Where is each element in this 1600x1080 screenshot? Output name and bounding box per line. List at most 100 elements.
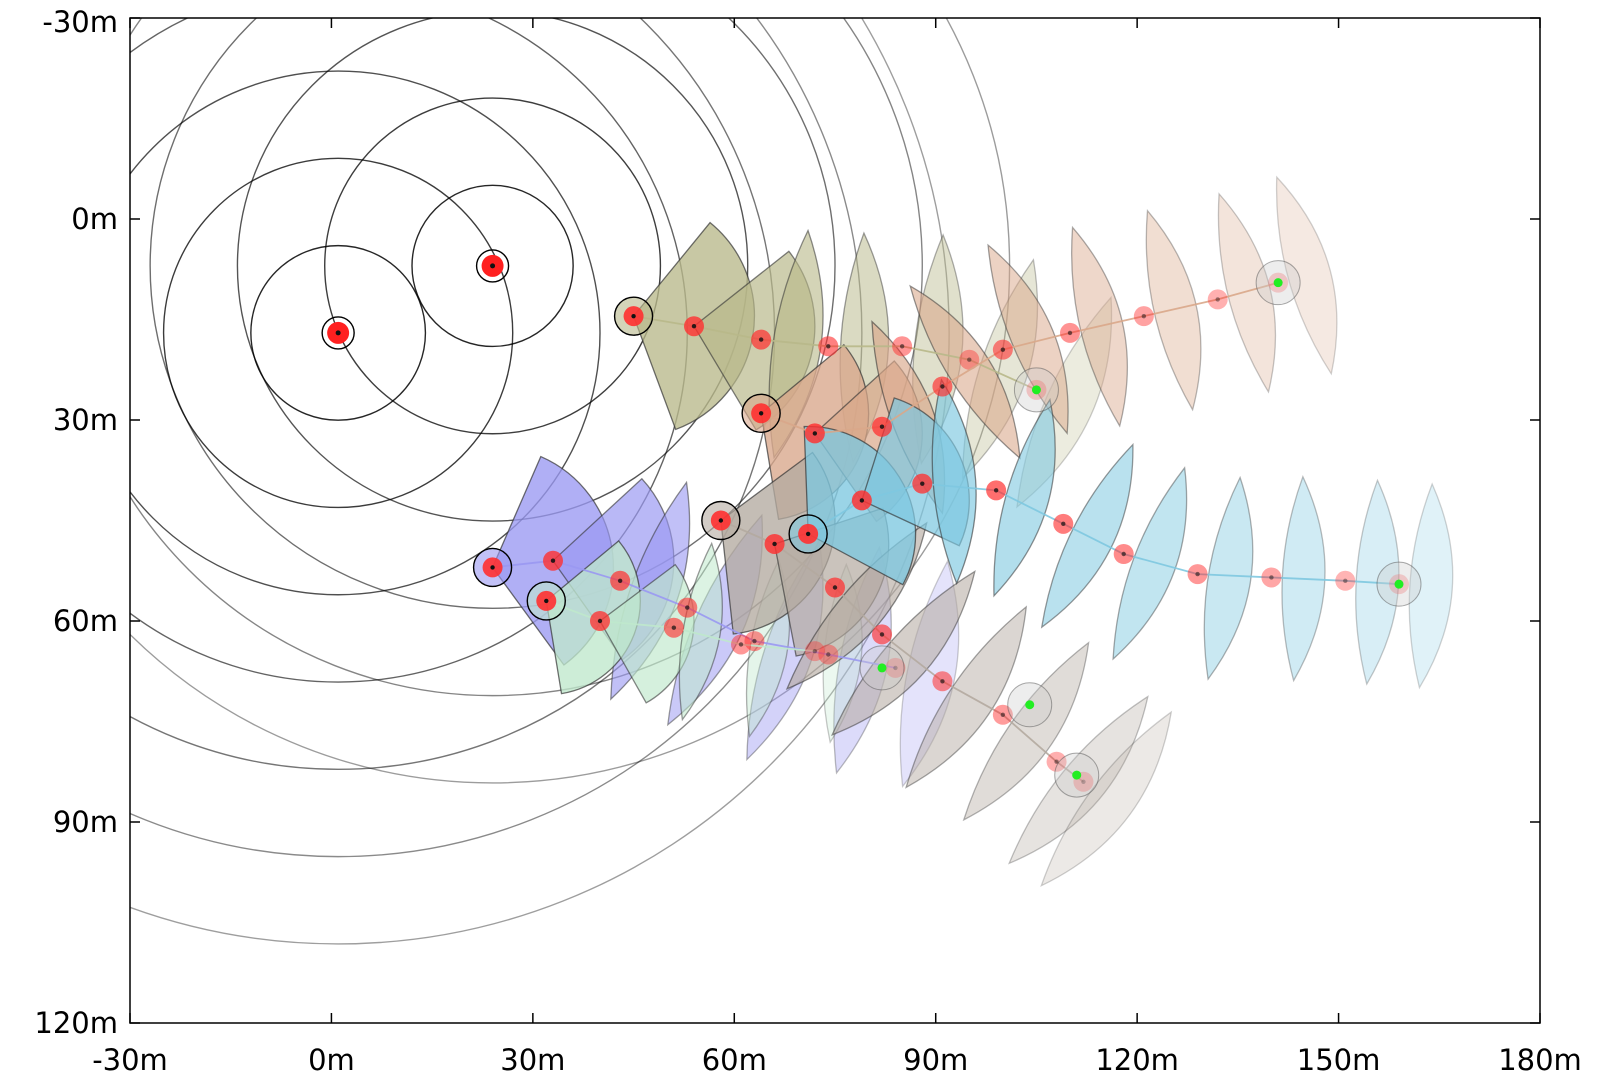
true-position-point [490, 565, 495, 570]
track-path [720, 519, 1084, 783]
estimate-point [1335, 570, 1356, 591]
estimate-point [885, 657, 906, 678]
axis-ticks [129, 17, 1541, 1024]
end-marker [1273, 278, 1283, 288]
true-position-point [993, 488, 999, 493]
uncertainty-sector [993, 397, 1056, 598]
true-position-point [832, 585, 838, 590]
range-ring [149, 18, 836, 609]
true-position-point [967, 357, 972, 362]
range-ring [250, 244, 427, 421]
y-tick-label: 90m [53, 805, 118, 839]
estimate-point [804, 641, 825, 662]
uncertainty-sector [1040, 710, 1173, 887]
true-position-point [772, 541, 777, 547]
range-ring [324, 97, 662, 435]
true-position-point [1000, 347, 1006, 352]
true-position-point [1269, 575, 1274, 580]
true-position-point [671, 625, 677, 630]
end-marker [1025, 700, 1035, 710]
plot-area [130, 18, 1454, 945]
uncertainty-sector [905, 605, 1028, 789]
true-position-point [805, 531, 811, 537]
true-position-point [940, 679, 945, 684]
uncertainty-sector [1275, 175, 1338, 376]
true-position-point [859, 498, 865, 503]
x-tick-labels: -30m 0m 30m 60m 90m 120m 150m 180m [92, 1043, 1582, 1077]
true-position-point [758, 411, 764, 416]
y-tick-label: -30m [42, 5, 118, 39]
true-position-point [738, 642, 744, 647]
end-marker [1031, 385, 1041, 395]
true-position-point [685, 605, 690, 610]
y-tick-labels: -30m 0m 30m 60m 90m 120m [34, 5, 118, 1040]
x-tick-label: 180m [1498, 1043, 1582, 1077]
true-position-point [1121, 551, 1126, 557]
uncertainty-sector [962, 641, 1090, 822]
x-tick-label: 60m [702, 1043, 767, 1077]
uncertainty-sector [678, 541, 723, 722]
true-position-point [879, 632, 885, 637]
true-position-point [920, 481, 925, 486]
end-marker [877, 663, 887, 673]
plot-frame [129, 17, 1541, 1024]
range-ring [130, 70, 601, 596]
anchor-node [475, 249, 510, 283]
true-position-point [1000, 712, 1006, 717]
anchor-center [490, 263, 496, 269]
x-tick-label: 0m [308, 1043, 355, 1077]
true-position-point [1215, 297, 1220, 302]
estimate-point [1046, 751, 1067, 772]
true-position-point [718, 518, 724, 523]
x-tick-label: 120m [1095, 1043, 1179, 1077]
x-tick-label: 90m [903, 1043, 968, 1077]
true-position-point [879, 424, 885, 429]
uncertainty-sector [830, 570, 976, 737]
y-tick-label: 60m [53, 604, 118, 638]
uncertainty-sector [1408, 482, 1454, 690]
range-ring [130, 18, 923, 697]
true-position-point [1081, 779, 1086, 784]
x-tick-label: 30m [500, 1043, 565, 1077]
uncertainty-sector [1203, 475, 1254, 681]
anchor-node [321, 316, 355, 350]
estimate-point [1207, 289, 1228, 310]
true-position-point [597, 618, 603, 624]
true-position-point [826, 344, 831, 349]
true-position-point [544, 598, 549, 604]
true-position-point [1067, 330, 1073, 336]
uncertainty-sector [987, 243, 1069, 435]
end-marker [1072, 770, 1082, 780]
y-tick-label: 0m [71, 202, 118, 236]
range-ring [411, 184, 574, 348]
uncertainty-sector [1112, 466, 1188, 661]
anchor-center [335, 330, 341, 336]
estimate-point [959, 349, 980, 370]
y-tick-label: 120m [34, 1006, 118, 1040]
true-position-point [812, 648, 818, 654]
end-marker [1394, 579, 1404, 589]
true-position-point [617, 578, 623, 583]
x-tick-label: -30m [92, 1043, 168, 1077]
true-position-point [1343, 578, 1348, 583]
estimate-point [1261, 567, 1282, 588]
true-position-point [1061, 521, 1066, 527]
true-position-point [826, 652, 831, 657]
true-position-point [752, 638, 757, 644]
x-tick-label: 150m [1297, 1043, 1381, 1077]
true-position-point [893, 665, 898, 671]
true-position-point [940, 384, 945, 389]
uncertainty-sector [1217, 192, 1277, 394]
true-position-point [1141, 313, 1147, 319]
true-position-point [550, 558, 556, 563]
range-ring [162, 157, 514, 509]
track-path [807, 482, 1400, 586]
true-position-point [1195, 571, 1200, 577]
true-position-point [899, 344, 905, 349]
uncertainty-sector [1007, 695, 1149, 865]
true-position-point [758, 337, 764, 342]
true-position-point [631, 313, 636, 319]
y-tick-label: 30m [53, 403, 118, 437]
estimate-point [818, 644, 839, 665]
